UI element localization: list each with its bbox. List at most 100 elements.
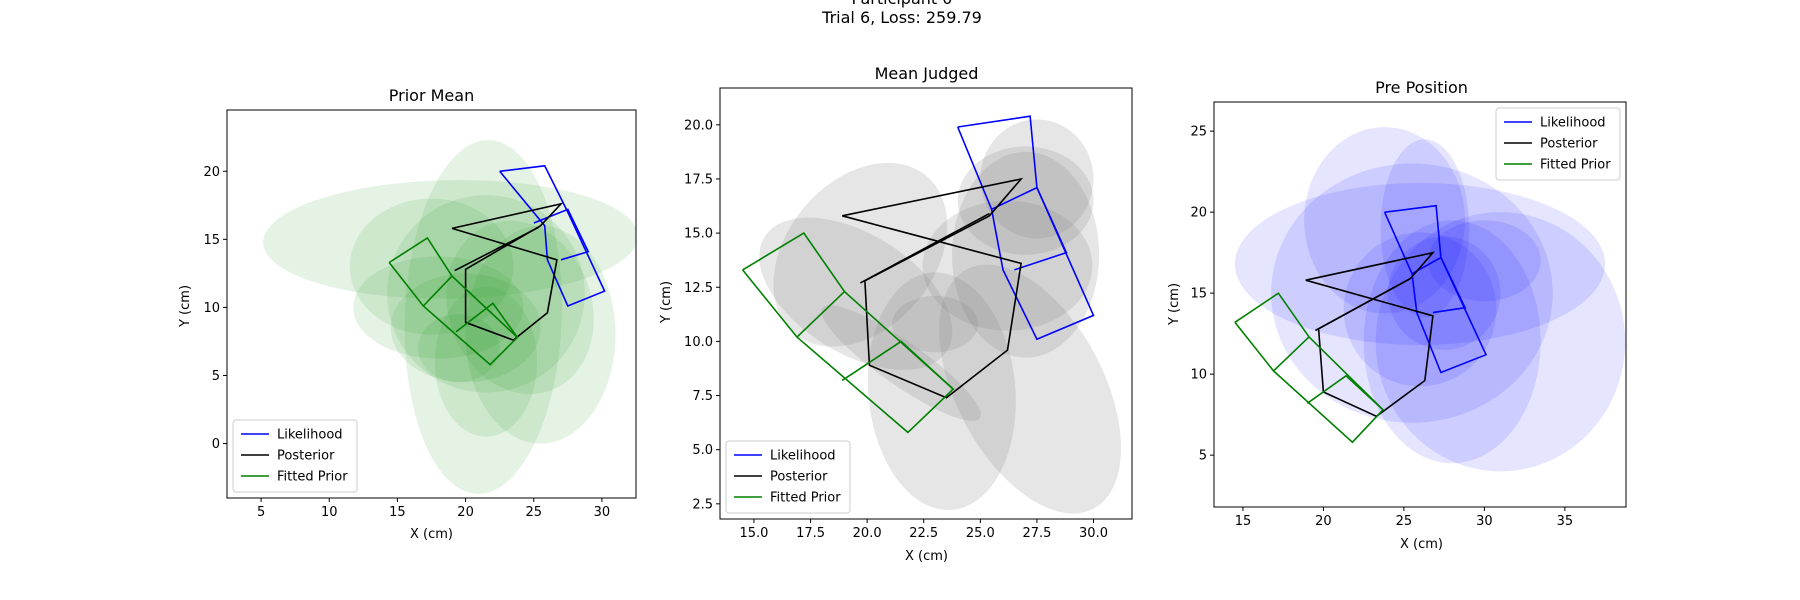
uncertainty-ellipse — [417, 314, 500, 383]
x-tick-label: 17.5 — [796, 526, 825, 541]
figure-suptitle-line2: Trial 6, Loss: 259.79 — [821, 8, 982, 27]
panel-prior-mean: Prior Mean X (cm) Y (cm) 5 10 15 20 25 30 0 5 10… — [178, 86, 637, 542]
panel-title: Pre Position — [1375, 78, 1468, 97]
series-fitted-prior-line — [455, 302, 519, 338]
legend-box — [725, 440, 851, 514]
y-tick-label: 20 — [203, 165, 220, 180]
series-likelihood-line — [956, 115, 1095, 341]
legend-label: Fitted Prior — [277, 470, 348, 485]
y-tick-label: 20.0 — [684, 118, 713, 133]
uncertainty-ellipse — [957, 146, 1094, 255]
panel-title: Prior Mean — [389, 86, 474, 105]
series-likelihood-line — [499, 164, 606, 308]
panel-title: Mean Judged — [875, 64, 979, 83]
uncertainty-ellipse — [759, 217, 953, 370]
y-tick-label: 5.0 — [692, 443, 713, 458]
x-tick-label: 20.0 — [853, 526, 882, 541]
series-posterior-line — [841, 177, 1024, 399]
y-tick-label: 25 — [1190, 125, 1207, 140]
y-tick-label: 15.0 — [684, 227, 713, 242]
uncertainty-ellipse — [939, 264, 1122, 514]
legend-box — [232, 419, 358, 493]
axes-frame — [226, 109, 637, 499]
series-posterior-line — [1315, 277, 1411, 332]
series-posterior-line — [454, 226, 540, 272]
x-tick-label: 5 — [257, 505, 265, 520]
y-tick-label: 10 — [1190, 368, 1207, 383]
uncertainty-ellipse — [353, 256, 524, 359]
plot-area — [1234, 127, 1626, 472]
x-axis-label: X (cm) — [905, 549, 948, 564]
x-tick-label: 30.0 — [1079, 526, 1108, 541]
figure-suptitle-line1: Participant 0 — [852, 0, 953, 8]
x-tick-label: 20 — [1315, 514, 1332, 529]
uncertainty-ellipse — [1375, 212, 1626, 472]
axes-frame — [719, 87, 1133, 520]
series-likelihood-line — [1383, 204, 1488, 374]
uncertainty-ellipse — [349, 198, 514, 335]
y-tick-label: 5 — [212, 369, 220, 384]
uncertainty-ellipse — [980, 119, 1094, 239]
legend-label: Posterior — [1540, 137, 1598, 152]
uncertainty-ellipse — [465, 225, 616, 444]
series-fitted-prior-line — [422, 275, 453, 307]
y-tick-label: 20 — [1190, 206, 1207, 221]
legend-label: Likelihood — [770, 449, 836, 464]
series-fitted-prior-line — [796, 291, 846, 338]
x-tick-label: 15 — [1235, 514, 1252, 529]
x-tick-label: 35 — [1557, 514, 1574, 529]
uncertainty-ellipse — [404, 140, 562, 494]
series-fitted-prior-line — [1272, 336, 1310, 372]
x-axis-label: X (cm) — [1400, 537, 1443, 552]
x-tick-label: 20 — [457, 505, 474, 520]
x-tick-label: 15.0 — [739, 526, 768, 541]
y-axis-label: Y (cm) — [659, 281, 674, 324]
y-tick-label: 15 — [1190, 287, 1207, 302]
uncertainty-ellipse — [1380, 139, 1470, 318]
series-fitted-prior-line — [1306, 374, 1384, 411]
legend-label: Posterior — [770, 470, 828, 485]
panel-mean-judged: Mean Judged X (cm) Y (cm) 15.0 17.5 20.0 22… — [659, 64, 1133, 564]
x-tick-label: 30 — [1476, 514, 1493, 529]
x-tick-label: 10 — [321, 505, 338, 520]
uncertainty-ellipse — [387, 195, 585, 393]
x-tick-label: 25.0 — [966, 526, 995, 541]
panel-pre-position: Pre Position X (cm) Y (cm) 15 20 25 30 35 5 10… — [1167, 78, 1627, 552]
legend: Likelihood Posterior Fitted Prior — [725, 440, 851, 514]
y-tick-label: 10.0 — [684, 335, 713, 350]
y-tick-label: 0 — [212, 437, 220, 452]
y-tick-label: 17.5 — [684, 172, 713, 187]
y-tick-label: 5 — [1199, 449, 1207, 464]
y-tick-label: 15 — [203, 233, 220, 248]
uncertainty-ellipse — [1363, 220, 1541, 464]
legend-label: Fitted Prior — [1540, 158, 1611, 173]
uncertainty-ellipse — [1428, 220, 1541, 302]
legend-label: Likelihood — [277, 428, 343, 443]
uncertainty-ellipse — [1234, 183, 1606, 345]
y-tick-label: 2.5 — [692, 497, 713, 512]
legend: Likelihood Posterior Fitted Prior — [1495, 107, 1621, 181]
x-tick-label: 25 — [1396, 514, 1413, 529]
legend: Likelihood Posterior Fitted Prior — [232, 419, 358, 493]
x-tick-label: 27.5 — [1022, 526, 1051, 541]
series-likelihood-line — [1411, 256, 1467, 314]
legend-label: Posterior — [277, 449, 335, 464]
x-tick-label: 25 — [525, 505, 542, 520]
plot-area — [741, 115, 1122, 514]
uncertainty-ellipse — [1387, 236, 1501, 350]
y-tick-label: 7.5 — [692, 389, 713, 404]
x-tick-label: 15 — [389, 505, 406, 520]
uncertainty-ellipse — [892, 295, 979, 353]
uncertainty-ellipse — [1343, 232, 1497, 387]
y-axis-label: Y (cm) — [178, 285, 193, 328]
series-likelihood-line — [533, 208, 590, 261]
series-likelihood-line — [991, 186, 1068, 271]
legend-label: Likelihood — [1540, 116, 1606, 131]
y-axis-label: Y (cm) — [1167, 283, 1182, 326]
uncertainty-ellipse — [1271, 163, 1553, 423]
series-fitted-prior-line — [841, 340, 954, 390]
uncertainty-ellipse — [446, 220, 594, 395]
uncertainty-ellipse — [922, 200, 1093, 331]
uncertainty-ellipse — [867, 272, 1016, 511]
y-tick-label: 10 — [203, 301, 220, 316]
